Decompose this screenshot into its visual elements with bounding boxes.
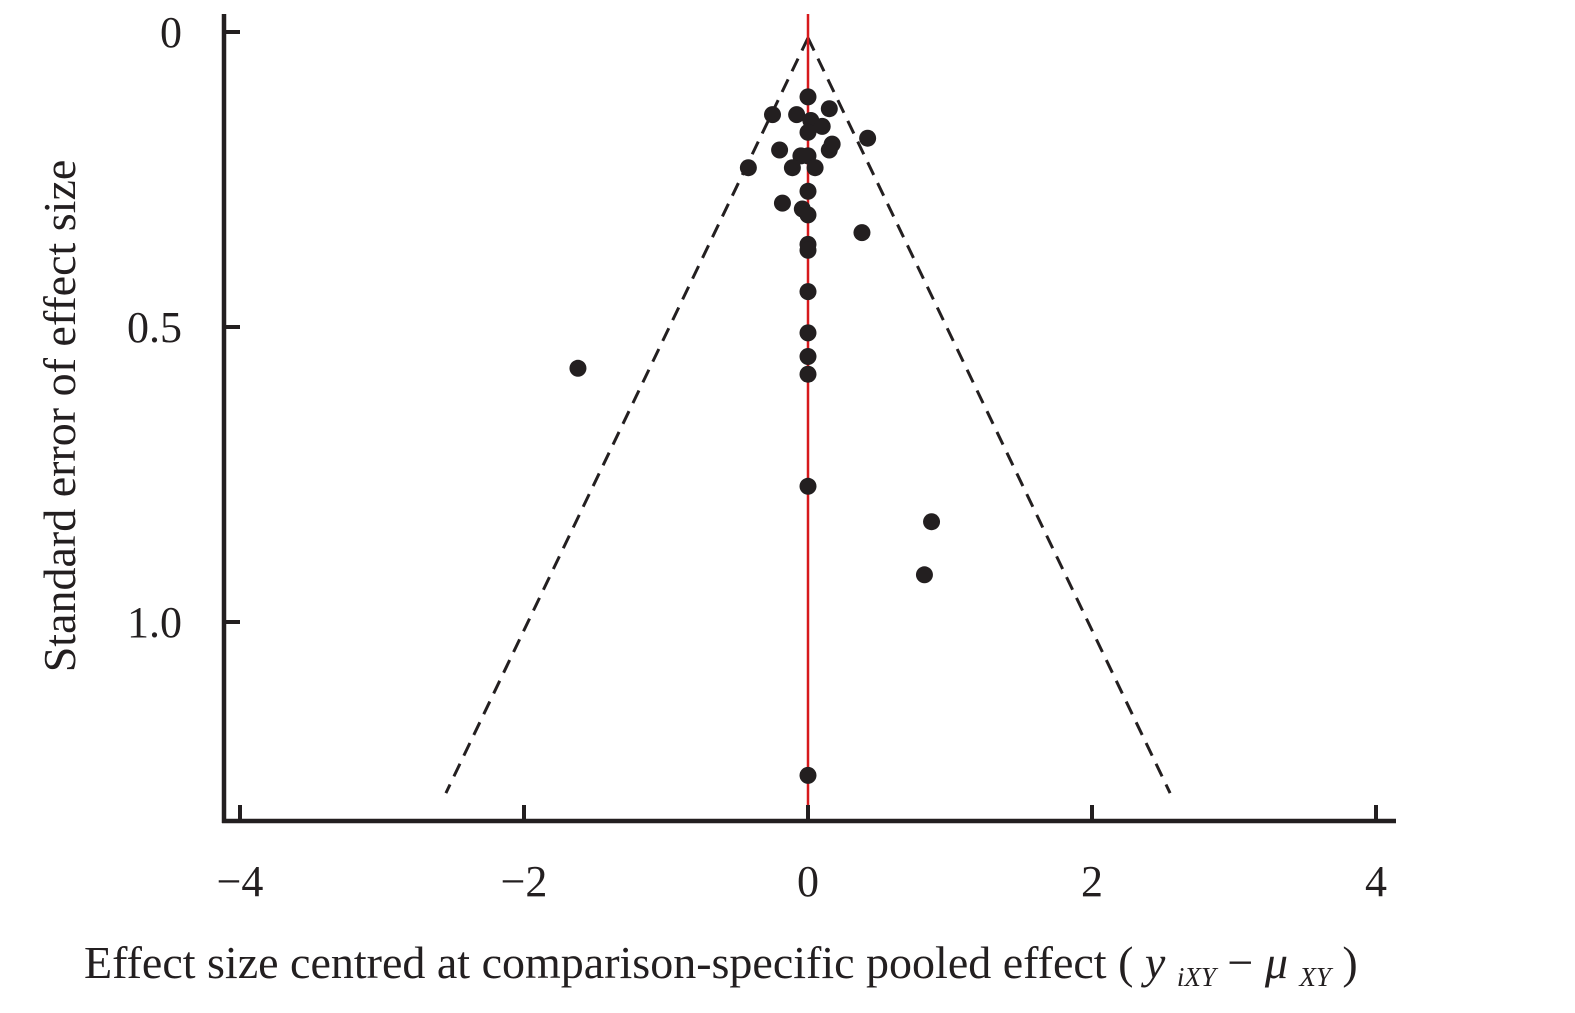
x-axis-formula-mu-subscript: XY xyxy=(1298,962,1333,992)
x-tick-label-3: 2 xyxy=(1081,857,1103,906)
x-tick-label-1: −2 xyxy=(501,857,548,906)
funnel-left-boundary xyxy=(444,37,810,794)
data-point-20 xyxy=(799,206,817,224)
data-point-2 xyxy=(764,106,781,124)
x-axis-formula-y-subscript: iXY xyxy=(1177,962,1219,992)
x-tick-label-0: −4 xyxy=(217,857,264,906)
data-point-11 xyxy=(823,135,841,153)
x-axis-title-text: Effect size centred at comparison-specif… xyxy=(84,937,1107,988)
data-point-4 xyxy=(820,100,838,118)
x-tick-label-4: 4 xyxy=(1365,857,1387,906)
data-point-24 xyxy=(799,283,817,301)
funnel-right-boundary xyxy=(806,37,1172,794)
data-point-3 xyxy=(788,106,806,124)
data-point-25 xyxy=(799,324,817,342)
x-axis-formula-close-paren: ) xyxy=(1342,937,1357,988)
data-point-17 xyxy=(799,182,817,200)
x-axis-title: Effect size centred at comparison-specif… xyxy=(84,937,1358,996)
data-point-23 xyxy=(799,241,817,259)
x-axis-ticks: −4 −2 0 2 4 xyxy=(217,805,1387,906)
data-point-14 xyxy=(739,159,757,177)
data-point-30 xyxy=(923,513,941,531)
x-tick-label-2: 0 xyxy=(797,857,819,906)
data-point-31 xyxy=(915,566,933,584)
data-point-28 xyxy=(799,365,817,383)
y-tick-label-0: 0 xyxy=(160,8,182,57)
data-point-6 xyxy=(813,117,831,135)
x-axis-formula-open-paren: ( xyxy=(1118,937,1133,988)
x-axis-formula-y: y xyxy=(1141,937,1166,988)
data-point-18 xyxy=(773,194,791,212)
y-tick-label-2: 1.0 xyxy=(127,598,182,647)
data-point-7 xyxy=(799,123,817,141)
data-point-15 xyxy=(783,159,801,177)
data-point-16 xyxy=(806,159,824,177)
data-point-29 xyxy=(799,477,817,495)
y-axis-ticks: 0 0.5 1.0 xyxy=(127,8,240,647)
y-tick-label-1: 0.5 xyxy=(127,303,182,352)
data-points xyxy=(569,88,941,784)
data-point-21 xyxy=(853,224,871,242)
data-point-9 xyxy=(771,141,789,159)
data-point-32 xyxy=(799,766,817,784)
data-point-1 xyxy=(799,88,817,106)
x-axis-formula-mu: μ xyxy=(1264,937,1288,988)
data-point-27 xyxy=(569,359,587,377)
data-point-26 xyxy=(799,348,817,365)
y-axis-title: Standard error of effect size xyxy=(34,160,85,673)
data-point-8 xyxy=(859,129,877,147)
x-axis-formula-minus: − xyxy=(1227,937,1253,988)
